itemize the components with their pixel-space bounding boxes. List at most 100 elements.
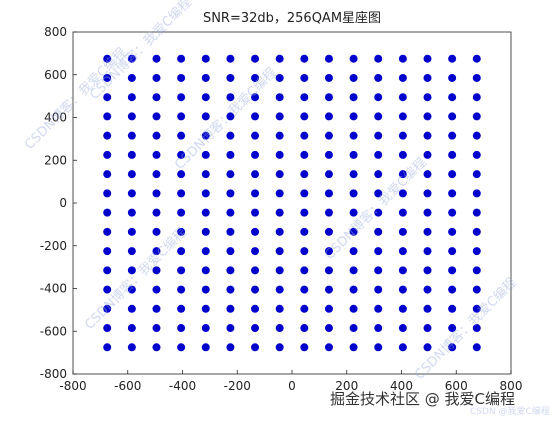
point (423, 54, 432, 63)
point (398, 324, 407, 333)
point (201, 189, 210, 198)
point (472, 150, 481, 159)
point (152, 112, 161, 121)
point (275, 227, 284, 236)
point (251, 227, 260, 236)
point (275, 343, 284, 352)
point (177, 304, 186, 313)
point (324, 247, 333, 256)
point (226, 343, 235, 352)
point (127, 73, 136, 82)
point (324, 285, 333, 294)
y-tick-label: -200 (40, 239, 67, 253)
point (152, 247, 161, 256)
point (349, 266, 358, 275)
point (201, 208, 210, 217)
point (472, 112, 481, 121)
point (398, 266, 407, 275)
point (201, 227, 210, 236)
point (103, 93, 112, 102)
point (152, 324, 161, 333)
y-tick-label: 0 (59, 196, 67, 210)
point (127, 324, 136, 333)
point (251, 189, 260, 198)
point (177, 150, 186, 159)
point (374, 227, 383, 236)
point (300, 54, 309, 63)
point (127, 54, 136, 63)
point (226, 54, 235, 63)
point (423, 324, 432, 333)
point (448, 266, 457, 275)
point (177, 112, 186, 121)
point (275, 189, 284, 198)
point (226, 131, 235, 140)
point (226, 324, 235, 333)
point (448, 73, 457, 82)
point (226, 208, 235, 217)
point (349, 247, 358, 256)
point (423, 285, 432, 294)
point (448, 170, 457, 179)
point (448, 285, 457, 294)
point (201, 150, 210, 159)
point (423, 343, 432, 352)
point (201, 285, 210, 294)
point (300, 285, 309, 294)
point (177, 131, 186, 140)
point (423, 150, 432, 159)
watermark: CSDN @我爱C编程 (470, 405, 550, 417)
point (201, 112, 210, 121)
x-tick-label: 600 (445, 379, 468, 393)
point (472, 73, 481, 82)
point (103, 285, 112, 294)
point (152, 285, 161, 294)
point (103, 189, 112, 198)
point (103, 54, 112, 63)
point (300, 247, 309, 256)
point (300, 112, 309, 121)
point (324, 304, 333, 313)
point (152, 208, 161, 217)
point (472, 266, 481, 275)
point (374, 343, 383, 352)
point (349, 112, 358, 121)
point (349, 285, 358, 294)
point (226, 112, 235, 121)
point (324, 170, 333, 179)
point (448, 93, 457, 102)
point (448, 208, 457, 217)
point (251, 112, 260, 121)
point (423, 131, 432, 140)
point (251, 208, 260, 217)
point (398, 304, 407, 313)
y-tick-label: -800 (40, 367, 67, 381)
point (177, 227, 186, 236)
point (152, 304, 161, 313)
point (103, 343, 112, 352)
point (423, 208, 432, 217)
point (226, 170, 235, 179)
point (472, 304, 481, 313)
point (152, 266, 161, 275)
point (127, 247, 136, 256)
point (472, 343, 481, 352)
point (177, 324, 186, 333)
point (127, 150, 136, 159)
point (374, 112, 383, 121)
point (374, 189, 383, 198)
point (324, 93, 333, 102)
point (177, 208, 186, 217)
point (300, 150, 309, 159)
y-tick-label: 600 (44, 68, 67, 82)
point (423, 266, 432, 275)
point (226, 227, 235, 236)
point (103, 266, 112, 275)
point (275, 208, 284, 217)
point (472, 131, 481, 140)
point (251, 170, 260, 179)
point (226, 150, 235, 159)
point (251, 54, 260, 63)
